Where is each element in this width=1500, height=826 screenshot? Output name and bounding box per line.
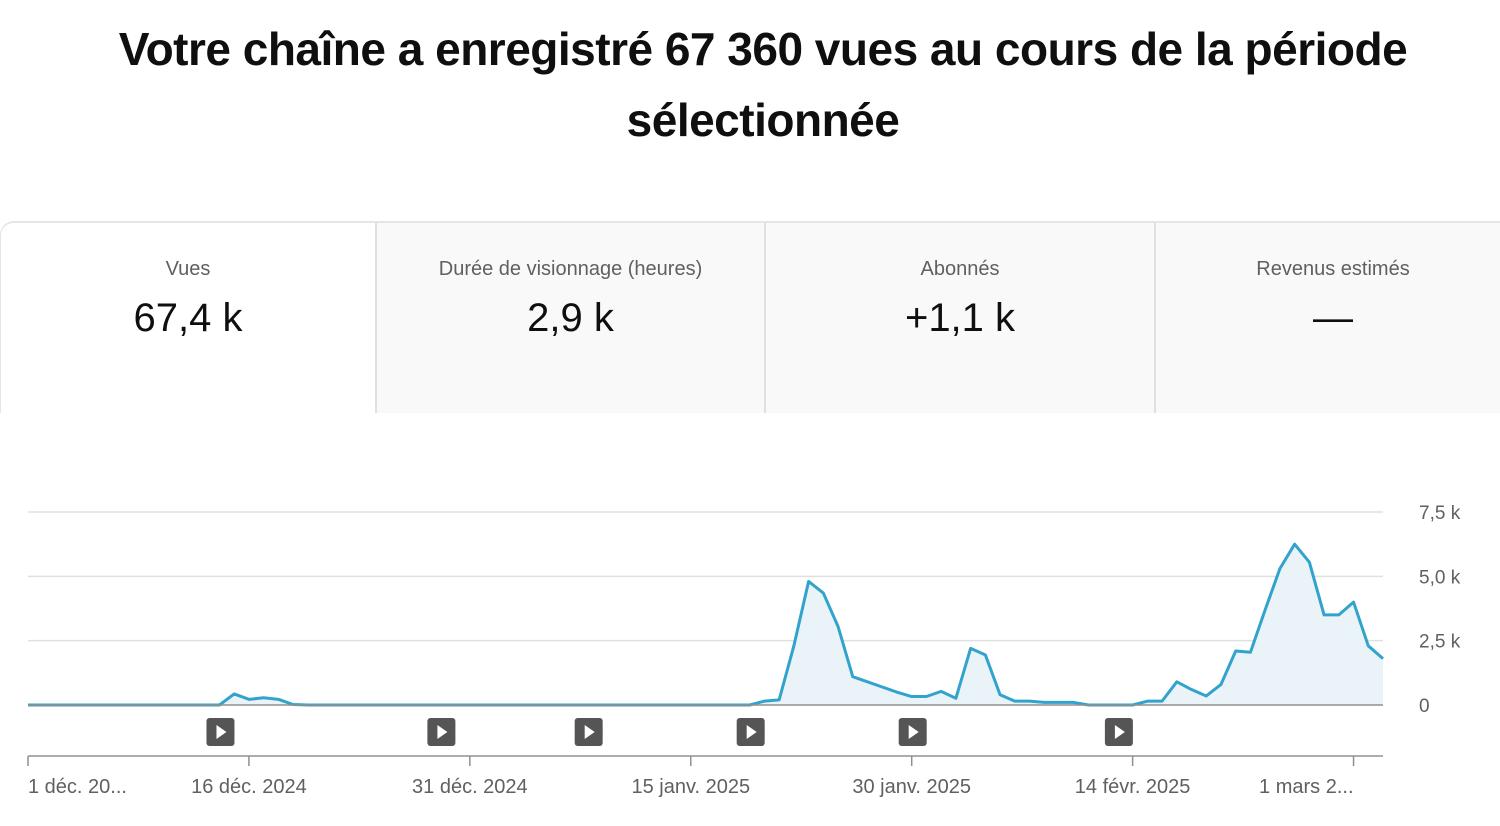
metric-cards: Vues 67,4 k Durée de visionnage (heures)… [0,221,1500,413]
views-area-fill [28,544,1383,705]
x-tick-label: 30 janv. 2025 [852,776,971,798]
play-icon [584,725,595,739]
metric-card-views[interactable]: Vues 67,4 k [1,223,375,413]
x-tick-label: 1 mars 2... [1259,776,1353,798]
metric-label-subscribers: Abonnés [920,258,1000,280]
chart-gridlines [28,511,1383,642]
page-title: Votre chaîne a enregistré 67 360 vues au… [118,23,1408,146]
metric-label-revenue: Revenus estimés [1256,258,1410,280]
chart-axes [27,704,1383,766]
metric-card-subscribers[interactable]: Abonnés +1,1 k [764,223,1154,413]
metric-card-revenue[interactable]: Revenus estimés — [1154,223,1500,413]
chart-tick-labels: 0 2,5 k 5,0 k 7,5 k 1 déc. 20... 16 déc. 2024… [28,503,1461,798]
video-markers [206,718,1133,746]
x-tick-label: 15 janv. 2025 [631,776,750,798]
views-series-line [28,542,1384,707]
views-line-chart: 0 2,5 k 5,0 k 7,5 k 1 déc. 20... 16 déc. 2024… [27,503,1461,798]
video-marker[interactable] [206,718,235,746]
video-marker[interactable] [1104,718,1133,746]
x-tick-label: 16 déc. 2024 [191,776,307,798]
metric-value-watch-time: 2,9 k [527,296,614,340]
metric-label-views: Vues [165,258,211,280]
play-icon [437,725,448,739]
video-marker[interactable] [736,718,765,746]
y-tick-label: 0 [1419,696,1430,717]
y-tick-label: 7,5 k [1419,503,1461,524]
video-marker[interactable] [427,718,456,746]
play-icon [1114,725,1125,739]
metric-label-watch-time: Durée de visionnage (heures) [438,258,703,280]
video-marker[interactable] [574,718,603,746]
play-icon [216,725,227,739]
metric-value-subscribers: +1,1 k [904,296,1016,340]
play-icon [908,725,919,739]
y-tick-label: 5,0 k [1419,567,1461,588]
metric-value-views: 67,4 k [133,296,243,340]
metric-value-revenue: — [1313,296,1353,340]
x-tick-label: 14 févr. 2025 [1075,776,1191,798]
x-tick-label: 31 déc. 2024 [412,776,528,798]
x-tick-label: 1 déc. 20... [28,776,127,798]
play-icon [746,725,757,739]
metric-card-watch-time[interactable]: Durée de visionnage (heures) 2,9 k [375,223,764,413]
video-marker[interactable] [898,718,927,746]
y-tick-label: 2,5 k [1419,632,1461,653]
